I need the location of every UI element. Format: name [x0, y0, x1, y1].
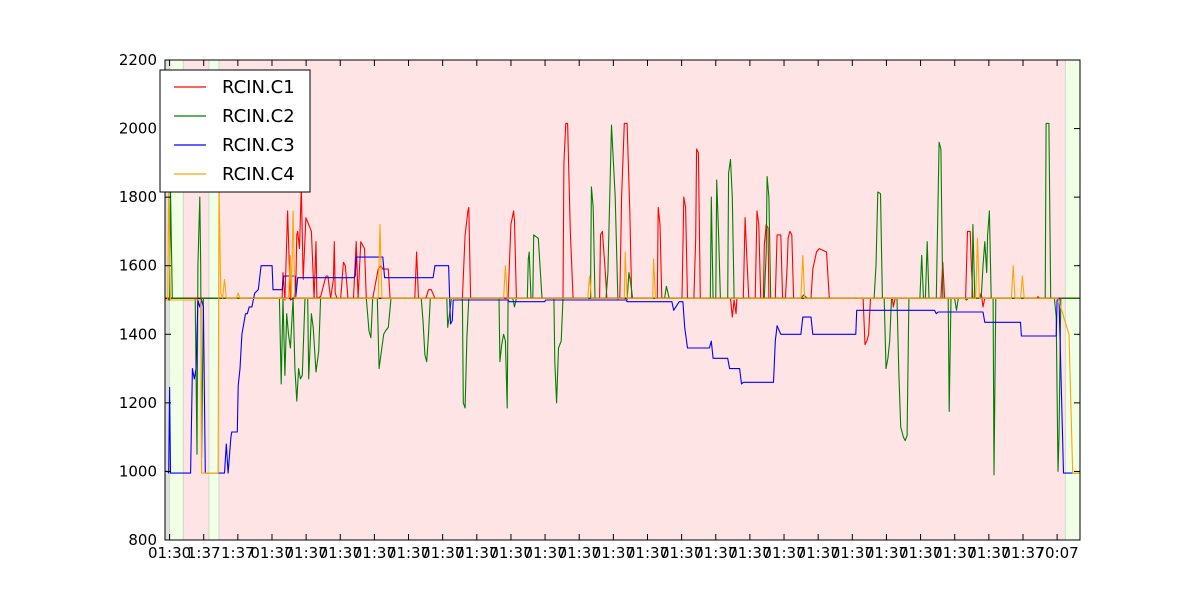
series-lines	[165, 122, 1080, 476]
x-tick-label: 01:37	[319, 544, 362, 562]
mode-band	[1065, 60, 1080, 540]
x-tick-label: 01:37	[660, 544, 703, 562]
x-tick-label: 01:30	[148, 544, 191, 562]
x-tick-label: 01:37	[967, 544, 1010, 562]
y-tick-label: 1200	[119, 394, 157, 412]
x-tick-label: 01:37	[899, 544, 942, 562]
x-tick-label: 01:37	[387, 544, 430, 562]
x-tick-label: 01:37	[250, 544, 293, 562]
y-tick-label: 1000	[119, 462, 157, 480]
plot-frame	[164, 59, 1081, 541]
x-tick-label: 01:37	[933, 544, 976, 562]
x-tick-label: 01:37	[762, 544, 805, 562]
x-tick-label: 1:37	[221, 544, 255, 562]
x-tick-label: 01:37	[421, 544, 464, 562]
x-tick-label: 01:37	[1001, 544, 1044, 562]
legend-label: RCIN.C1	[222, 77, 295, 98]
x-tick-label: 01:37	[831, 544, 874, 562]
y-tick-label: 1400	[119, 325, 157, 343]
legend-label: RCIN.C3	[222, 135, 295, 156]
legend-label: RCIN.C4	[222, 164, 295, 185]
mode-band	[208, 60, 219, 540]
x-tick-label: 01:37	[728, 544, 771, 562]
x-tick-label: 01:37	[353, 544, 396, 562]
x-tick-label: 1:37	[187, 544, 221, 562]
x-tick-label: 01:37	[489, 544, 532, 562]
legend-box	[159, 69, 311, 193]
series-line-rcin-c3	[165, 256, 1080, 474]
x-tick-label: 01:37	[865, 544, 908, 562]
y-tick-label: 2000	[119, 120, 157, 138]
x-tick-label: 01:37	[455, 544, 498, 562]
x-tick-label: 01:37	[626, 544, 669, 562]
x-tick-label: 01:37	[694, 544, 737, 562]
y-tick-label: 1600	[119, 257, 157, 275]
x-tick-label: 01:37	[558, 544, 601, 562]
legend: RCIN.C1 RCIN.C2 RCIN.C3 RCIN.C4	[159, 69, 311, 193]
x-tick-label: 70:07	[1036, 544, 1079, 562]
axes: 800100012001400160018002000220001:301:37…	[119, 51, 1080, 562]
y-tick-label: 1800	[119, 188, 157, 206]
series-line-rcin-c2	[165, 122, 1080, 476]
x-tick-label: 01:37	[523, 544, 566, 562]
mode-band	[218, 60, 1066, 540]
legend-label: RCIN.C2	[222, 106, 295, 127]
x-tick-label: 01:37	[592, 544, 635, 562]
x-tick-label: 01:37	[797, 544, 840, 562]
x-tick-label: 01:37	[285, 544, 328, 562]
series-line-rcin-c4	[165, 186, 1080, 474]
y-tick-label: 2200	[119, 51, 157, 69]
y-tick-label: 800	[128, 531, 157, 549]
